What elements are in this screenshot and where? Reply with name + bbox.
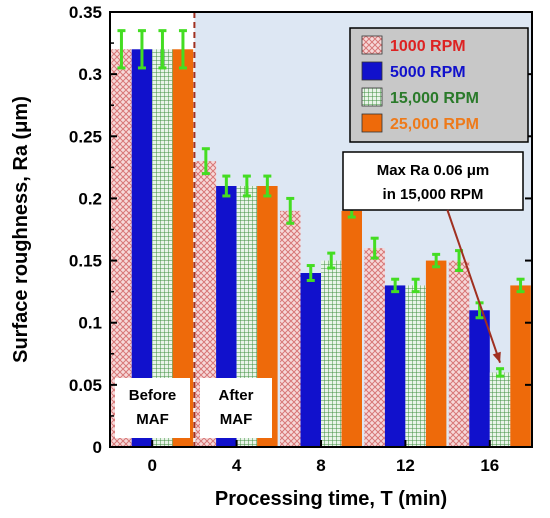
y-tick-label: 0 (93, 438, 102, 457)
annotation: Max Ra 0.06 μm in 15,000 RPM (342, 151, 524, 364)
error-bar (327, 251, 336, 270)
error-bar (222, 174, 231, 198)
phase-label-box (115, 378, 190, 438)
phase-label: After MAF (200, 378, 272, 438)
bar (364, 248, 385, 447)
legend: 1000 RPM 5000 RPM 15,000 RPM 25,000 RPM (349, 27, 529, 143)
annotation-text: in 15,000 RPM (383, 186, 484, 203)
error-bar (516, 277, 525, 294)
legend-swatch (361, 35, 383, 55)
phase-label-text: After (218, 387, 253, 404)
error-bar (201, 147, 210, 176)
legend-label: 25,000 RPM (390, 116, 479, 133)
bars-layer (111, 49, 531, 448)
x-axis-title: Processing time, T (min) (215, 488, 447, 510)
y-tick-label: 0.15 (69, 252, 102, 271)
y-tick-label: 0.1 (78, 314, 102, 333)
legend-entry: 1000 RPM (361, 35, 466, 55)
bar (152, 49, 173, 448)
y-tick-label: 0.05 (69, 376, 102, 395)
bar (510, 285, 531, 447)
legend-entry: 25,000 RPM (361, 113, 479, 133)
bar (405, 285, 426, 447)
phase-label-text: MAF (136, 411, 169, 428)
bar (425, 260, 447, 447)
error-bar (432, 252, 441, 269)
bar (111, 49, 132, 448)
error-bar (411, 277, 420, 294)
annotation-arrow-head (492, 351, 501, 363)
bar (341, 210, 362, 447)
phase-label-text: Before (129, 387, 177, 404)
error-bar (391, 277, 400, 294)
legend-swatch (361, 61, 383, 81)
error-bar (242, 174, 251, 198)
bar (195, 161, 217, 447)
bar (384, 285, 406, 447)
bar (280, 210, 301, 447)
y-tick-label: 0.25 (69, 127, 102, 146)
phase-labels-layer: Before MAF After MAF (115, 378, 272, 438)
x-tick-label: 8 (316, 456, 325, 475)
bar (448, 260, 470, 447)
bar (172, 49, 194, 448)
error-bar (286, 196, 295, 225)
legend-label: 1000 RPM (390, 38, 466, 55)
y-tick-label: 0.35 (69, 3, 102, 22)
axes-layer: 0 0.05 0.1 0.15 0.2 0.25 0.3 0.35 0 4 8 12 16 Process… (10, 3, 533, 510)
x-tick-label: 16 (480, 456, 499, 475)
phase-label-box (200, 378, 272, 438)
bar (131, 49, 153, 448)
x-tick-label: 0 (147, 456, 156, 475)
legend-label: 15,000 RPM (390, 90, 479, 107)
y-axis-title: Surface roughness, Ra (μm) (10, 96, 32, 363)
legend-swatch (361, 113, 383, 133)
error-bar (158, 29, 167, 70)
annotation-text: Max Ra 0.06 μm (377, 162, 490, 179)
x-tick-label: 4 (232, 456, 242, 475)
error-bar (496, 367, 505, 378)
legend-entry: 5000 RPM (361, 61, 466, 81)
error-bar (263, 174, 272, 198)
legend-label: 5000 RPM (390, 64, 466, 81)
error-bar (117, 29, 126, 70)
annotation-arrow-line (446, 209, 501, 364)
x-tick-label: 12 (396, 456, 415, 475)
phase-label-text: MAF (220, 411, 253, 428)
annotation-box (342, 151, 524, 211)
legend-swatch (361, 87, 383, 107)
bar (321, 260, 342, 447)
bar (469, 310, 490, 447)
error-bar (178, 29, 187, 70)
bar (489, 372, 511, 447)
y-tick-label: 0.2 (78, 189, 102, 208)
error-bar (370, 236, 379, 260)
legend-entry: 15,000 RPM (361, 87, 479, 107)
error-bar (137, 29, 146, 70)
bar (300, 273, 321, 447)
y-tick-label: 0.3 (78, 65, 102, 84)
phase-label: Before MAF (115, 378, 190, 438)
error-bar (306, 264, 315, 282)
error-bars-layer (117, 29, 525, 378)
